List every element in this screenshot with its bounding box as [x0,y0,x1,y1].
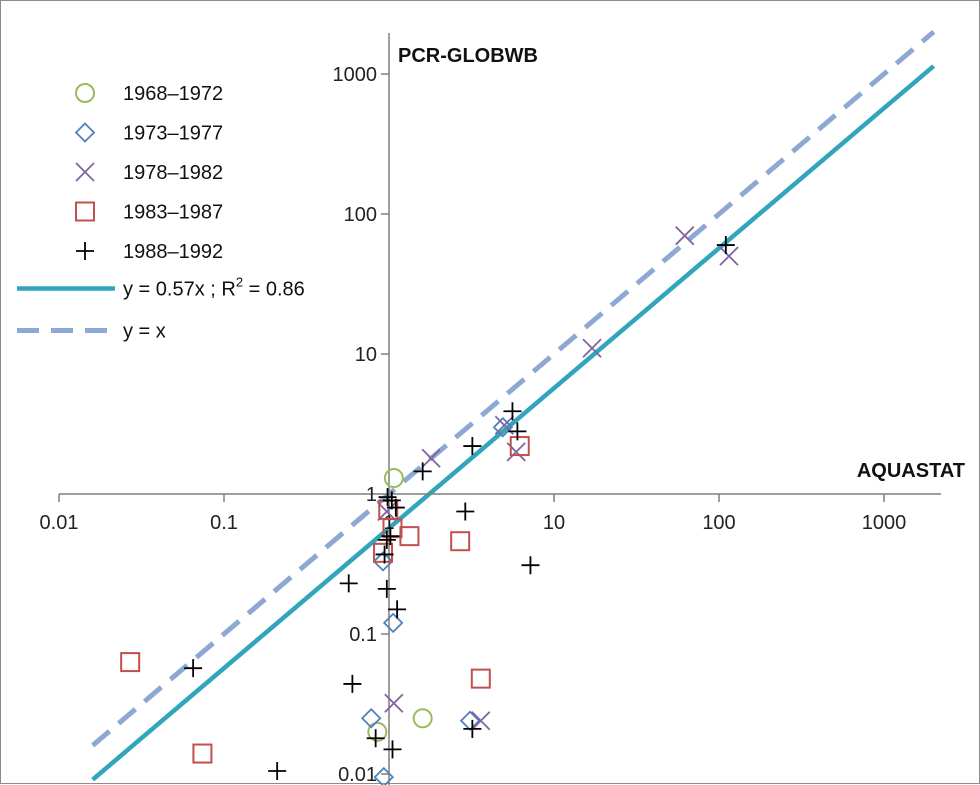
x-ticks: 0.01 0.1 1 10 100 1000 [40,494,907,534]
data-point-square [509,436,530,457]
data-point-plus [383,740,402,759]
data-point-plus [381,527,400,546]
axes: 0.01 0.1 1 10 100 1000 0.01 0.1 1 10 100 1000 PCR-… [40,33,965,785]
data-point-diamond [372,551,394,572]
y-tick-label: 0.1 [349,624,377,646]
data-point-cross [471,711,491,731]
x-tick-label: 1 [383,512,394,534]
legend-label-identity: y = x [123,321,166,343]
data-point-cross [384,693,404,713]
data-point-square [373,542,394,563]
data-point-plus [716,236,735,255]
data-point-circle [367,721,388,742]
legend-symbol-square [75,201,95,222]
data-point-diamond [360,708,382,729]
data-point-plus [366,729,385,748]
x-tick-label: 10 [543,512,565,534]
data-point-plus [382,491,401,510]
data-points [120,226,739,785]
data-point-diamond [382,612,404,634]
x-tick-label: 0.1 [210,512,238,534]
data-point-square [120,652,141,673]
y-tick-label: 1000 [333,64,378,86]
legend-label-regression: y = 0.57x ; R2 = 0.86 [123,275,305,301]
legend-symbol-diamond [74,122,96,143]
legend-label: 1983–1987 [123,202,223,224]
y-tick-label: 10 [355,344,377,366]
y-tick-label: 0.01 [338,764,377,785]
data-point-square [450,531,471,552]
data-point-square [399,526,420,547]
data-point-square [470,668,491,689]
data-point-square [192,743,213,764]
legend-symbol-cross [75,162,95,182]
data-point-cross [582,338,602,358]
legend-label: 1978–1982 [123,162,223,184]
legend-symbol-circle [75,83,95,103]
data-point-plus [463,719,482,738]
legend-regression-tail: = 0.86 [243,279,305,301]
data-point-diamond [373,766,395,785]
data-point-plus [377,530,396,549]
data-point-plus [268,762,287,781]
data-point-plus [184,659,203,678]
data-point-cross [421,448,441,468]
x-tick-label: 1000 [862,512,907,534]
y-axis-label: PCR-GLOBWB [398,45,538,67]
data-point-square [382,518,403,539]
legend-symbol-plus [76,242,94,260]
data-point-plus [413,462,432,481]
legend-regression-superscript: 2 [236,275,243,290]
data-point-diamond [459,710,481,732]
data-point-plus [378,488,397,507]
data-point-plus [463,437,482,456]
data-point-plus [377,579,396,598]
regression-line [91,64,936,782]
data-point-plus [375,545,394,564]
x-tick-label: 100 [702,512,735,534]
identity-line [91,29,936,748]
legend-label: 1968–1972 [123,83,223,105]
data-point-plus [521,556,540,575]
data-point-plus [508,422,527,441]
data-point-cross [675,226,695,246]
data-point-cross [719,246,739,266]
data-point-circle [412,708,433,729]
data-point-plus [343,674,362,693]
data-point-circle [383,468,404,489]
y-tick-label: 1 [366,484,377,506]
fit-lines [91,29,936,782]
data-point-plus [388,600,407,619]
data-point-plus [503,402,522,421]
y-tick-label: 100 [344,204,377,226]
legend-regression-text: y = 0.57x ; R [123,279,236,301]
x-tick-label: 0.01 [40,512,79,534]
data-point-plus [456,502,475,521]
data-point-cross [377,501,397,522]
legend-label: 1988–1992 [123,241,223,263]
y-ticks: 0.01 0.1 1 10 100 1000 [333,64,389,785]
data-point-diamond [492,416,514,438]
legend: 1968–1972 1973–1977 1978–1982 1983–1987 1988… [17,83,305,343]
legend-label: 1973–1977 [123,123,223,145]
data-point-plus [386,498,405,517]
x-axis-label: AQUASTAT [857,460,965,482]
data-point-plus [339,574,358,593]
